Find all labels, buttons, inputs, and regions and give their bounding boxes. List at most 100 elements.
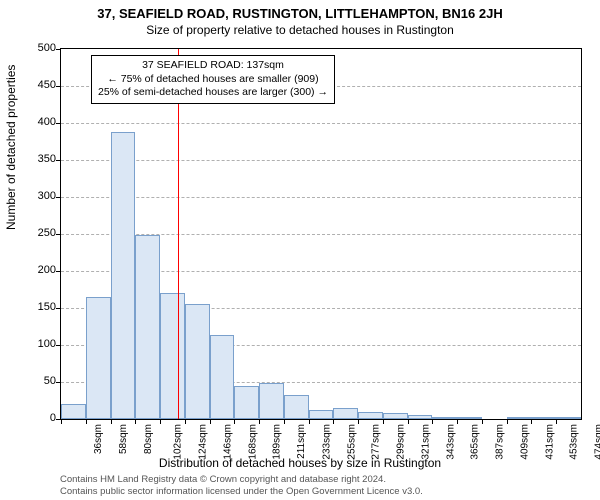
page-title: 37, SEAFIELD ROAD, RUSTINGTON, LITTLEHAM… — [0, 0, 600, 21]
xtick-mark — [482, 419, 483, 424]
histogram-bar — [111, 132, 136, 419]
ytick-mark — [56, 308, 61, 309]
ytick-mark — [56, 123, 61, 124]
ytick-mark — [56, 160, 61, 161]
ytick-label: 450 — [26, 79, 56, 91]
xtick-label: 168sqm — [247, 424, 258, 460]
xtick-mark — [160, 419, 161, 424]
ytick-mark — [56, 86, 61, 87]
xtick-label: 474sqm — [594, 424, 600, 460]
ytick-label: 350 — [26, 153, 56, 165]
xtick-label: 146sqm — [222, 424, 233, 460]
xtick-label: 299sqm — [396, 424, 407, 460]
histogram-bar — [259, 383, 284, 419]
ytick-label: 500 — [26, 42, 56, 54]
histogram-bar — [383, 413, 408, 419]
xtick-label: 321sqm — [420, 424, 431, 460]
x-axis-label: Distribution of detached houses by size … — [0, 456, 600, 470]
histogram-bar — [210, 335, 235, 419]
histogram-bar — [309, 410, 334, 419]
histogram-bar — [432, 417, 457, 419]
xtick-label: 124sqm — [198, 424, 209, 460]
xtick-mark — [210, 419, 211, 424]
xtick-label: 343sqm — [445, 424, 456, 460]
ytick-mark — [56, 382, 61, 383]
xtick-mark — [432, 419, 433, 424]
gridline — [61, 197, 581, 198]
footer-line-2: Contains public sector information licen… — [60, 486, 423, 498]
xtick-mark — [383, 419, 384, 424]
xtick-mark — [457, 419, 458, 424]
info-line-1: 37 SEAFIELD ROAD: 137sqm — [98, 59, 328, 73]
xtick-mark — [185, 419, 186, 424]
xtick-mark — [309, 419, 310, 424]
plot-area: 37 SEAFIELD ROAD: 137sqm← 75% of detache… — [60, 48, 582, 420]
histogram-bar — [556, 417, 581, 419]
info-box: 37 SEAFIELD ROAD: 137sqm← 75% of detache… — [91, 55, 335, 104]
ytick-mark — [56, 271, 61, 272]
histogram-bar — [333, 408, 358, 419]
xtick-label: 409sqm — [520, 424, 531, 460]
ytick-mark — [56, 234, 61, 235]
xtick-label: 453sqm — [569, 424, 580, 460]
histogram-bar — [457, 417, 482, 419]
ytick-label: 100 — [26, 338, 56, 350]
xtick-mark — [234, 419, 235, 424]
xtick-label: 102sqm — [173, 424, 184, 460]
ytick-label: 400 — [26, 116, 56, 128]
xtick-mark — [61, 419, 62, 424]
xtick-label: 58sqm — [118, 424, 129, 454]
histogram-bar — [61, 404, 86, 419]
histogram-bar — [284, 395, 309, 419]
xtick-mark — [111, 419, 112, 424]
xtick-mark — [556, 419, 557, 424]
ytick-label: 150 — [26, 301, 56, 313]
xtick-mark — [284, 419, 285, 424]
histogram-bar — [358, 412, 383, 419]
info-line-2: ← 75% of detached houses are smaller (90… — [98, 73, 328, 87]
ytick-label: 50 — [26, 375, 56, 387]
xtick-label: 80sqm — [143, 424, 154, 454]
xtick-mark — [408, 419, 409, 424]
histogram-bar — [408, 415, 433, 419]
histogram-bar — [86, 297, 111, 419]
xtick-mark — [333, 419, 334, 424]
xtick-label: 255sqm — [346, 424, 357, 460]
xtick-mark — [259, 419, 260, 424]
chart-area: 37 SEAFIELD ROAD: 137sqm← 75% of detache… — [60, 48, 580, 418]
xtick-label: 233sqm — [321, 424, 332, 460]
xtick-label: 189sqm — [272, 424, 283, 460]
xtick-label: 387sqm — [495, 424, 506, 460]
ytick-mark — [56, 197, 61, 198]
histogram-bar — [160, 293, 185, 419]
info-line-3: 25% of semi-detached houses are larger (… — [98, 86, 328, 100]
ytick-mark — [56, 345, 61, 346]
histogram-bar — [185, 304, 210, 419]
marker-line — [178, 49, 179, 419]
xtick-mark — [531, 419, 532, 424]
y-axis-label: Number of detached properties — [4, 65, 18, 230]
xtick-label: 211sqm — [296, 424, 307, 459]
xtick-mark — [135, 419, 136, 424]
page-subtitle: Size of property relative to detached ho… — [0, 21, 600, 37]
ytick-label: 300 — [26, 190, 56, 202]
ytick-label: 200 — [26, 264, 56, 276]
xtick-label: 36sqm — [93, 424, 104, 454]
histogram-bar — [507, 417, 532, 419]
xtick-mark — [358, 419, 359, 424]
histogram-bar — [135, 235, 160, 419]
footer-attribution: Contains HM Land Registry data © Crown c… — [60, 474, 423, 498]
ytick-label: 250 — [26, 227, 56, 239]
ytick-mark — [56, 49, 61, 50]
chart-container: 37, SEAFIELD ROAD, RUSTINGTON, LITTLEHAM… — [0, 0, 600, 500]
histogram-bar — [531, 417, 556, 419]
histogram-bar — [234, 386, 259, 419]
xtick-mark — [86, 419, 87, 424]
xtick-label: 431sqm — [544, 424, 555, 460]
ytick-label: 0 — [26, 412, 56, 424]
xtick-mark — [507, 419, 508, 424]
gridline — [61, 160, 581, 161]
footer-line-1: Contains HM Land Registry data © Crown c… — [60, 474, 423, 486]
xtick-label: 277sqm — [371, 424, 382, 460]
xtick-label: 365sqm — [470, 424, 481, 460]
